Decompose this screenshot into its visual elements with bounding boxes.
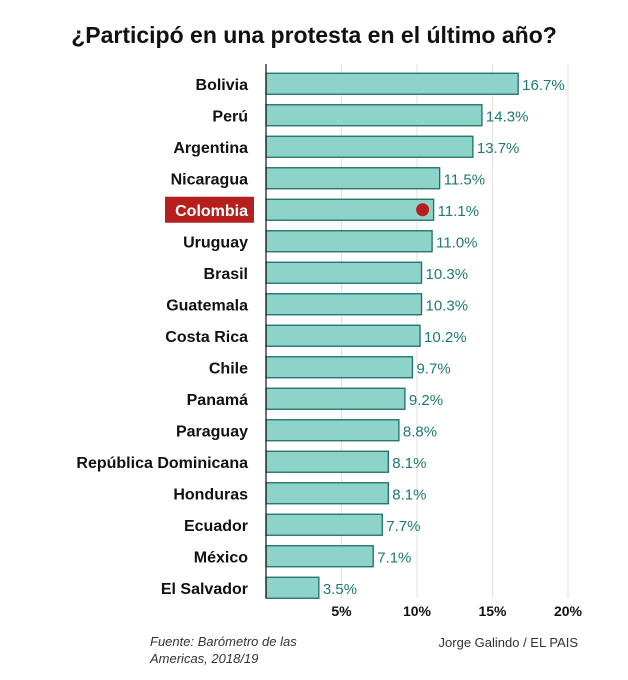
value-label: 16.7%: [522, 77, 565, 94]
bar: [265, 230, 433, 253]
value-label: 8.1%: [392, 455, 426, 472]
bar: [265, 72, 519, 95]
category-label: México: [194, 549, 248, 566]
value-label: 13.7%: [477, 140, 520, 157]
bar: [265, 167, 441, 190]
bar: [265, 198, 435, 221]
bar: [265, 387, 406, 410]
value-label: 7.1%: [377, 549, 411, 566]
category-label: Argentina: [173, 140, 248, 157]
value-label: 3.5%: [323, 581, 357, 598]
value-label: 11.5%: [444, 171, 485, 188]
x-tick-label: 10%: [403, 603, 432, 619]
value-label: 8.1%: [392, 486, 426, 503]
bar: [265, 261, 423, 284]
category-label: Guatemala: [166, 297, 248, 314]
category-label: Costa Rica: [165, 329, 248, 346]
value-label: 11.1%: [438, 203, 479, 220]
credit-note: Jorge Galindo / EL PAIS: [438, 635, 578, 650]
bar: [265, 482, 389, 505]
bar: [265, 324, 421, 347]
bar: [265, 545, 374, 568]
category-label: El Salvador: [161, 581, 248, 598]
bar: [265, 576, 320, 599]
value-label: 10.3%: [426, 266, 469, 283]
source-note: Fuente: Barómetro de las Americas, 2018/…: [150, 634, 297, 666]
highlight-label-background: [165, 196, 254, 223]
bar: [265, 513, 383, 536]
bar: [265, 356, 414, 379]
value-label: 7.7%: [386, 518, 420, 535]
category-label: Bolivia: [196, 77, 249, 94]
value-label: 14.3%: [486, 108, 529, 125]
bar: [265, 104, 483, 127]
category-label: República Dominicana: [76, 455, 248, 472]
bar: [265, 293, 423, 316]
category-label: Uruguay: [183, 234, 248, 251]
value-label: 10.3%: [426, 297, 469, 314]
x-tick-label: 20%: [554, 603, 583, 619]
category-label: Panamá: [187, 392, 248, 409]
bar: [265, 419, 400, 442]
category-label: Chile: [209, 360, 248, 377]
category-label: Honduras: [173, 486, 248, 503]
category-label: Nicaragua: [171, 171, 248, 188]
category-label: Perú: [212, 108, 248, 125]
category-label: Brasil: [204, 266, 248, 283]
value-label: 9.2%: [409, 392, 443, 409]
highlight-marker: [416, 203, 430, 217]
value-label: 11.0%: [436, 234, 477, 251]
bar: [265, 135, 474, 158]
category-label: Paraguay: [176, 423, 248, 440]
x-tick-label: 15%: [478, 603, 507, 619]
chart-title: ¿Participó en una protesta en el último …: [71, 22, 557, 48]
x-tick-label: 5%: [331, 603, 352, 619]
value-label: 10.2%: [424, 329, 467, 346]
value-label: 8.8%: [403, 423, 437, 440]
value-label: 9.7%: [416, 360, 450, 377]
bar: [265, 450, 389, 473]
category-label: Colombia: [175, 203, 248, 220]
category-label: Ecuador: [184, 518, 248, 535]
